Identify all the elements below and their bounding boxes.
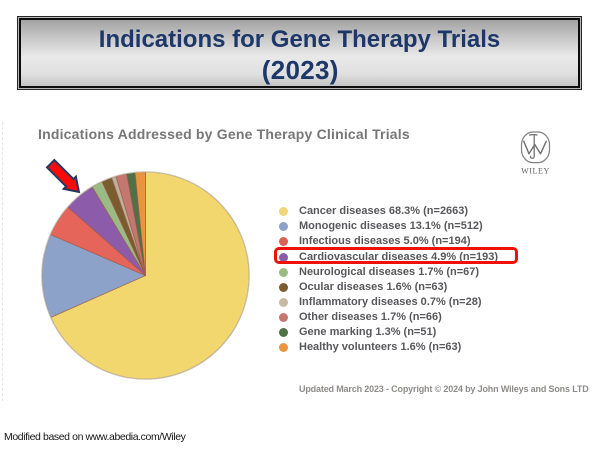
svg-text:WILEY: WILEY xyxy=(521,167,550,176)
